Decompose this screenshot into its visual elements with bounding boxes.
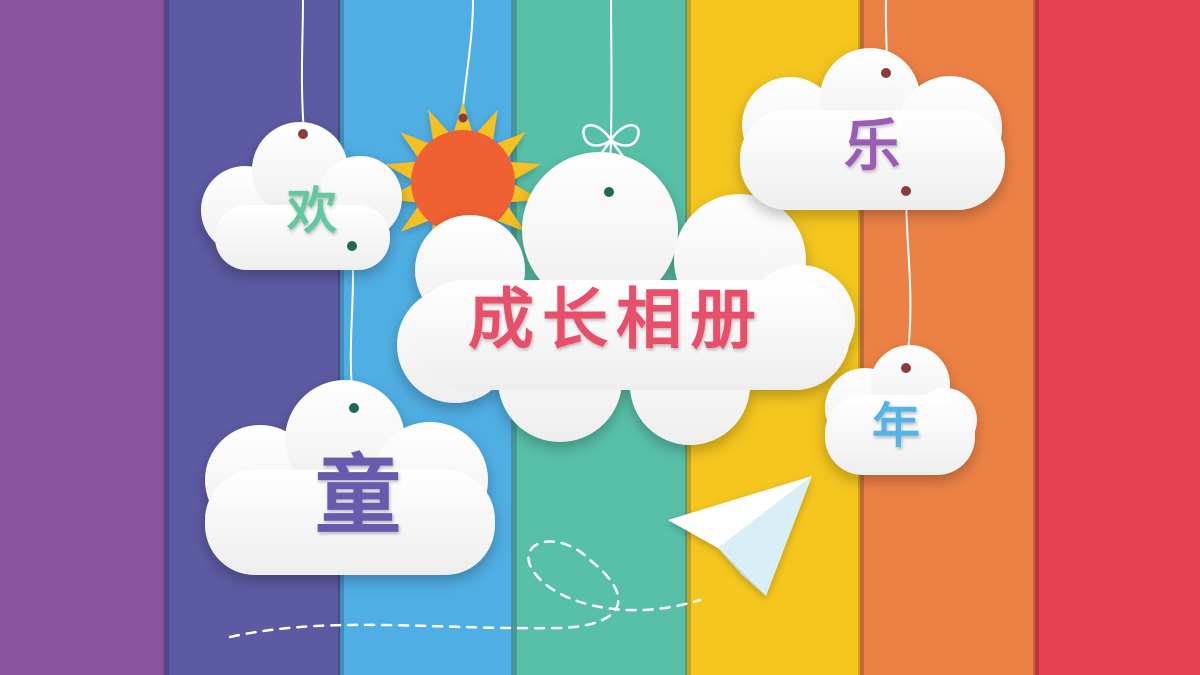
cloud-nian: [825, 345, 977, 475]
paper-plane-icon: [668, 476, 812, 596]
char-nian: 年: [872, 398, 920, 454]
char-le: 乐: [844, 114, 900, 179]
cloud-le: [740, 48, 1005, 210]
flight-path: [228, 540, 702, 639]
char-tong: 童: [315, 446, 401, 546]
stripe-purple: [0, 0, 170, 675]
cloud-title: [397, 152, 855, 445]
char-huan: 欢: [286, 182, 337, 240]
cloud-huan: [201, 122, 402, 270]
slide-title: 成长相册: [468, 280, 764, 358]
stripe-red: [1035, 0, 1200, 675]
sun-ray: [385, 161, 418, 181]
cloud-tong: [205, 380, 495, 575]
sun-ray: [508, 161, 541, 181]
